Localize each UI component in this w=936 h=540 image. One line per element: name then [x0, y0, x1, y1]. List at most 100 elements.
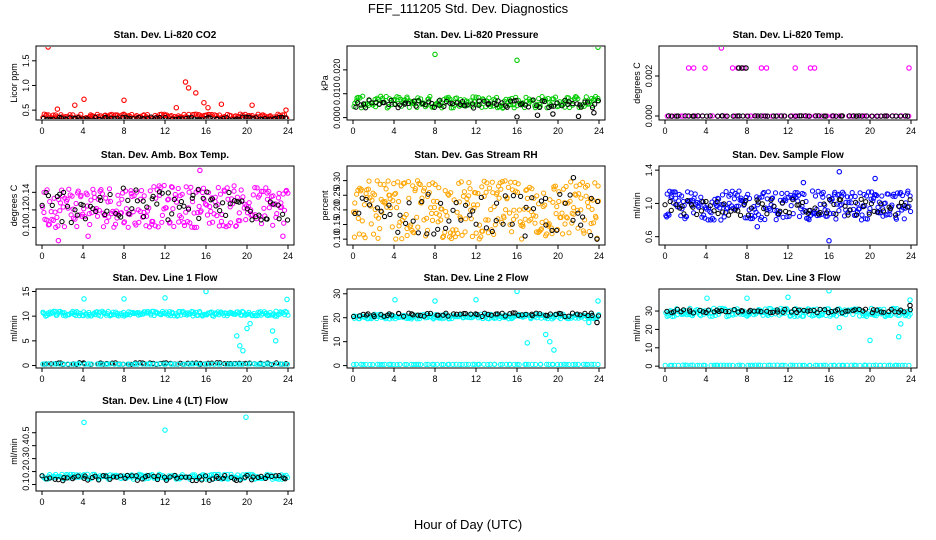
data-point: [845, 212, 851, 218]
data-point: [187, 220, 193, 226]
data-point: [423, 361, 429, 367]
data-point: [814, 310, 820, 316]
y-tick-label: 0.20: [332, 201, 342, 219]
data-point: [375, 235, 381, 241]
data-point: [488, 206, 494, 213]
x-tick-label: 16: [512, 126, 522, 136]
data-point: [730, 312, 736, 318]
data-point: [141, 214, 147, 220]
points-pressure: [351, 47, 602, 119]
data-point: [280, 211, 286, 217]
data-point: [204, 212, 211, 218]
data-point: [578, 104, 584, 110]
data-point: [112, 221, 119, 227]
data-point: [880, 213, 886, 219]
data-point: [595, 298, 601, 304]
data-point: [458, 215, 464, 221]
data-point: [533, 213, 539, 219]
points-line4: [39, 414, 291, 484]
data-point: [48, 361, 54, 367]
data-point: [848, 362, 854, 367]
data-point: [76, 361, 83, 367]
data-point: [436, 185, 442, 191]
data-point: [874, 192, 880, 199]
panel-title: Stan. Dev. Amb. Box Temp.: [101, 150, 229, 161]
data-point: [145, 473, 151, 479]
x-tick-label: 8: [744, 126, 749, 136]
panel-line1: Stan. Dev. Line 1 Flow 0 4 8 12 16 20 24 0 5 10 15 m…: [9, 273, 295, 384]
data-point: [203, 473, 209, 479]
data-point: [442, 188, 448, 194]
data-point: [365, 311, 371, 317]
data-point: [481, 98, 487, 104]
data-point: [441, 103, 447, 110]
data-point: [583, 193, 589, 199]
data-point: [867, 205, 873, 212]
data-point: [747, 362, 753, 367]
data-point: [61, 475, 67, 481]
data-point: [106, 214, 112, 220]
data-point: [98, 313, 104, 319]
data-point: [684, 198, 691, 204]
x-tick-label: 4: [80, 126, 85, 136]
data-point: [704, 113, 710, 119]
data-point: [820, 194, 826, 200]
data-point: [284, 361, 291, 367]
data-point: [351, 313, 357, 320]
data-point: [774, 307, 780, 313]
data-point: [45, 193, 52, 199]
data-point: [86, 211, 92, 217]
data-point: [276, 216, 282, 222]
data-point: [397, 102, 403, 108]
x-tick-label: 4: [703, 126, 708, 136]
data-point: [489, 228, 495, 235]
data-point: [829, 196, 835, 202]
data-point: [454, 311, 460, 317]
y-tick-label: 0.3: [21, 452, 31, 465]
x-tick-label: 4: [703, 374, 708, 384]
data-point: [406, 200, 412, 206]
data-point: [89, 474, 96, 481]
data-point: [554, 204, 560, 210]
data-point: [389, 312, 395, 318]
data-point: [514, 57, 520, 64]
data-point: [836, 113, 843, 119]
data-point: [448, 190, 454, 196]
data-point: [707, 203, 713, 209]
data-point: [210, 219, 216, 225]
data-point: [529, 313, 535, 319]
data-point: [588, 310, 594, 316]
data-point: [79, 213, 85, 219]
data-point: [226, 117, 232, 119]
x-tick-label: 20: [242, 251, 252, 261]
data-point: [178, 312, 184, 318]
data-point: [223, 224, 229, 230]
data-point: [523, 311, 529, 317]
data-point: [147, 188, 153, 194]
data-point: [502, 178, 508, 184]
data-point: [843, 308, 849, 314]
data-point: [461, 103, 468, 109]
data-point: [134, 198, 140, 204]
data-point: [413, 103, 419, 109]
data-point: [275, 195, 281, 201]
data-point: [368, 221, 374, 227]
data-point: [548, 225, 555, 231]
x-tick-label: 24: [594, 126, 604, 136]
data-point: [901, 216, 907, 222]
data-point: [46, 361, 52, 367]
data-point: [801, 191, 807, 197]
data-point: [566, 361, 572, 367]
y-tick-label: 1.0: [644, 197, 654, 210]
data-point: [391, 361, 397, 367]
data-point: [723, 189, 729, 195]
data-point: [801, 362, 807, 367]
data-point: [463, 216, 469, 222]
data-point: [200, 185, 207, 191]
data-point: [176, 204, 182, 210]
data-point: [406, 195, 412, 201]
data-point: [586, 319, 592, 326]
y-tick-label: 0.25: [332, 186, 342, 204]
data-point: [360, 361, 366, 367]
data-point: [858, 217, 865, 223]
